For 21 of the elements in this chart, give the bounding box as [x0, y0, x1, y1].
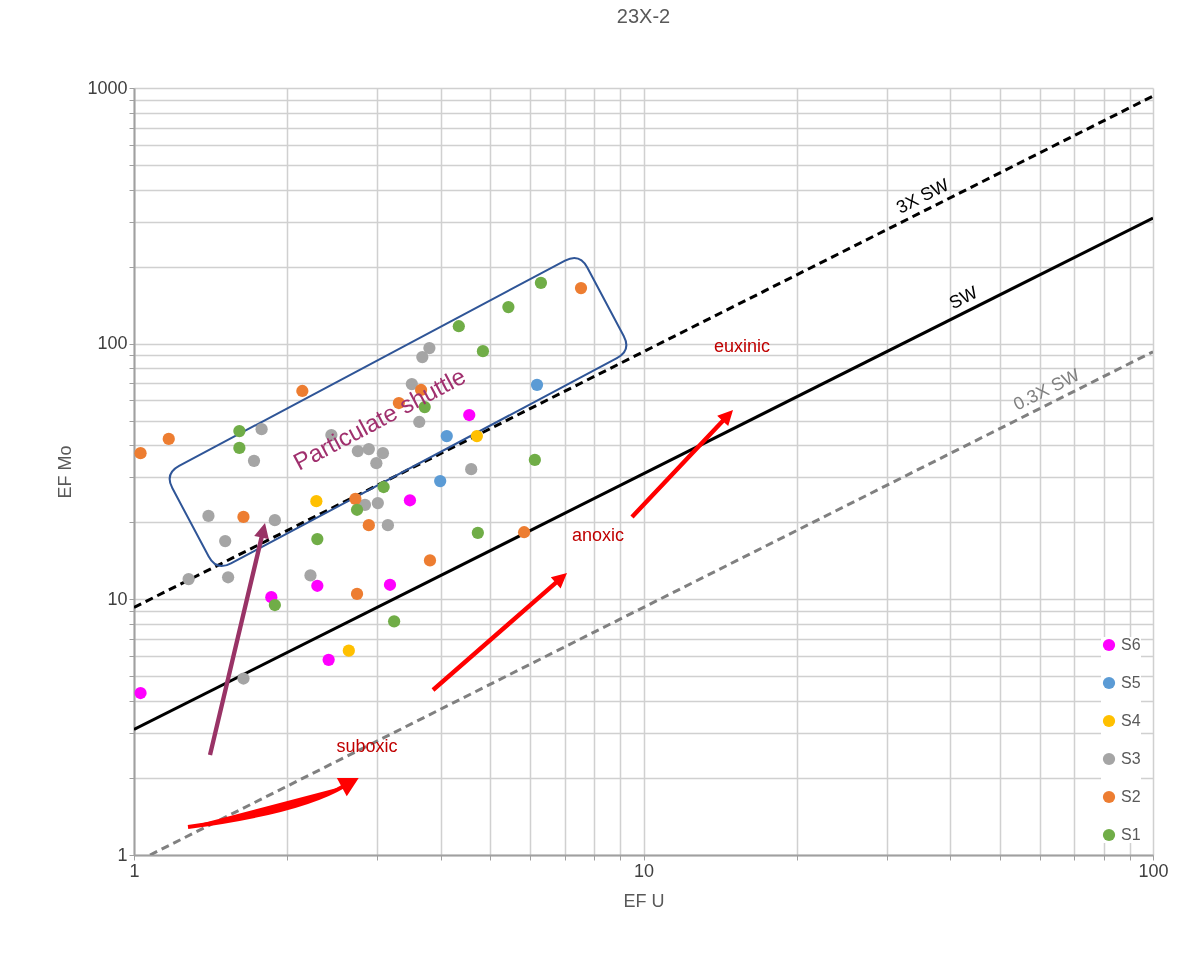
annotation: euxinic [713, 336, 771, 356]
x-axis-title: EF U [623, 890, 665, 911]
chart-title: 23X-2 [616, 5, 671, 27]
y-tick-label: 10 [107, 588, 128, 609]
y-tick-label: 100 [97, 333, 128, 354]
y-tick-label: 1000 [87, 77, 128, 98]
legend-label: S2 [1121, 788, 1141, 805]
annotation: suboxic [336, 736, 398, 756]
legend-label: S3 [1121, 750, 1141, 767]
text: 0.3X SW [1010, 364, 1083, 415]
text: SW [945, 282, 981, 314]
y-tick-label: 1 [117, 844, 128, 865]
annotation: anoxic [571, 525, 625, 545]
y-axis-title: EF Mo [55, 445, 76, 499]
legend-label: S5 [1121, 674, 1141, 691]
x-tick-label: 100 [1138, 860, 1169, 881]
legend-label: S4 [1121, 712, 1141, 729]
x-tick-label: 10 [633, 860, 655, 881]
legend-label: S6 [1121, 636, 1141, 653]
legend-label: S1 [1121, 826, 1141, 843]
text: 3X SW [893, 174, 953, 218]
